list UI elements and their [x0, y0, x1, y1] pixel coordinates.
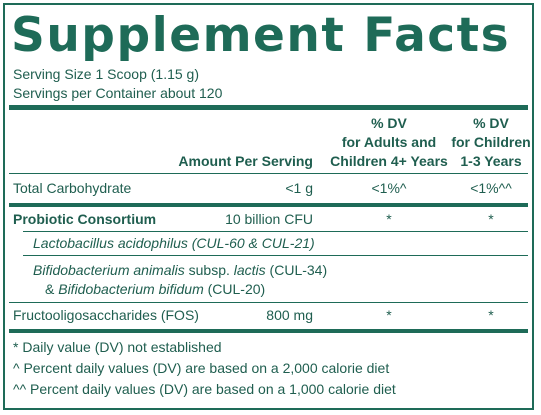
divider	[9, 302, 528, 303]
thick-divider-top	[9, 105, 528, 110]
servings-per-container: Servings per Container about 120	[13, 85, 223, 101]
divider	[9, 173, 528, 174]
footnote-2000-calorie: ^ Percent daily values (DV) are based on…	[13, 360, 390, 376]
thick-divider	[9, 203, 528, 207]
row-dv-adults: <1%^	[371, 180, 407, 196]
divider	[23, 231, 528, 232]
header-dv-children-1: % DV	[473, 115, 509, 131]
row-dv-children: <1%^^	[470, 180, 512, 196]
header-amount-per-serving: Amount Per Serving	[178, 153, 313, 169]
divider	[23, 255, 528, 256]
header-dv-adults-3: Children 4+ Years	[330, 153, 448, 169]
row-dv-children: *	[488, 211, 494, 227]
row-dv-adults: *	[386, 307, 392, 323]
footnote-dv-not-established: * Daily value (DV) not established	[13, 339, 222, 355]
panel-title: Supplement Facts	[11, 8, 511, 63]
header-dv-children-3: 1-3 Years	[460, 153, 522, 169]
strain-bifidobacterium-bifidum: & Bifidobacterium bifidum (CUL-20)	[45, 281, 266, 297]
row-dv-children: *	[488, 307, 494, 323]
row-amount: 800 mg	[266, 307, 313, 323]
row-name: Probiotic Consortium	[13, 211, 157, 227]
row-amount: 10 billion CFU	[225, 211, 313, 227]
footnote-1000-calorie: ^^ Percent daily values (DV) are based o…	[13, 381, 396, 397]
supplement-facts-panel: Supplement Facts Serving Size 1 Scoop (1…	[3, 3, 534, 410]
strain-lactobacillus: Lactobacillus acidophilus (CUL-60 & CUL-…	[33, 235, 315, 251]
row-amount: <1 g	[285, 180, 313, 196]
header-dv-adults-2: for Adults and	[341, 134, 437, 150]
header-dv-children-2: for Children	[451, 134, 531, 150]
row-name: Total Carbohydrate	[13, 180, 132, 196]
serving-size: Serving Size 1 Scoop (1.15 g)	[13, 66, 199, 82]
row-name: Fructooligosaccharides (FOS)	[13, 307, 199, 323]
header-dv-adults-1: % DV	[371, 115, 407, 131]
row-dv-adults: *	[386, 211, 392, 227]
thick-divider-bottom	[9, 329, 528, 333]
strain-bifidobacterium-animalis: Bifidobacterium animalis subsp. lactis (…	[33, 262, 328, 278]
